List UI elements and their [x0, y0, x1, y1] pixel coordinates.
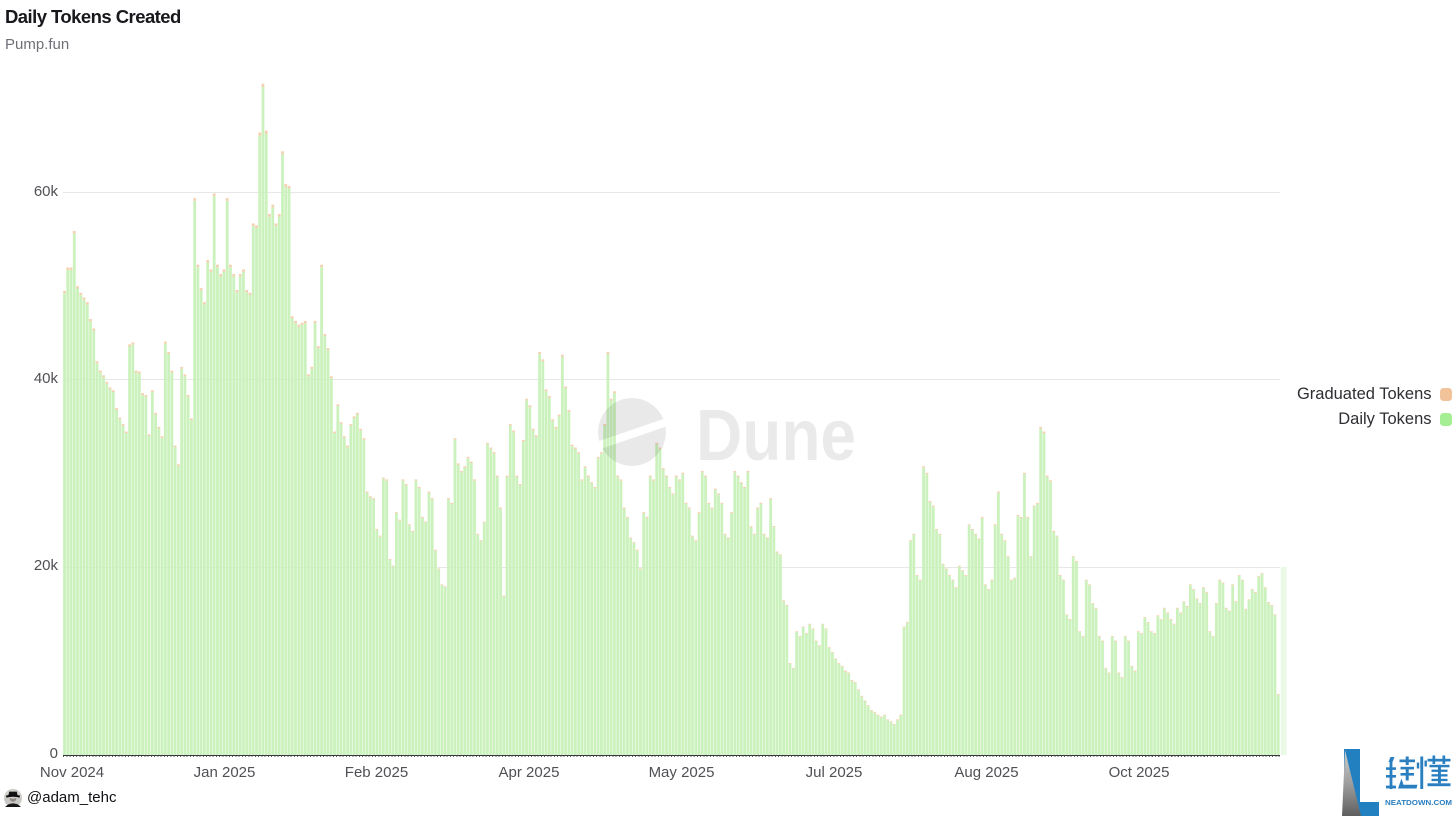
svg-text:Dune: Dune — [696, 396, 856, 476]
svg-text:NEATDOWN.COM: NEATDOWN.COM — [1385, 798, 1452, 807]
